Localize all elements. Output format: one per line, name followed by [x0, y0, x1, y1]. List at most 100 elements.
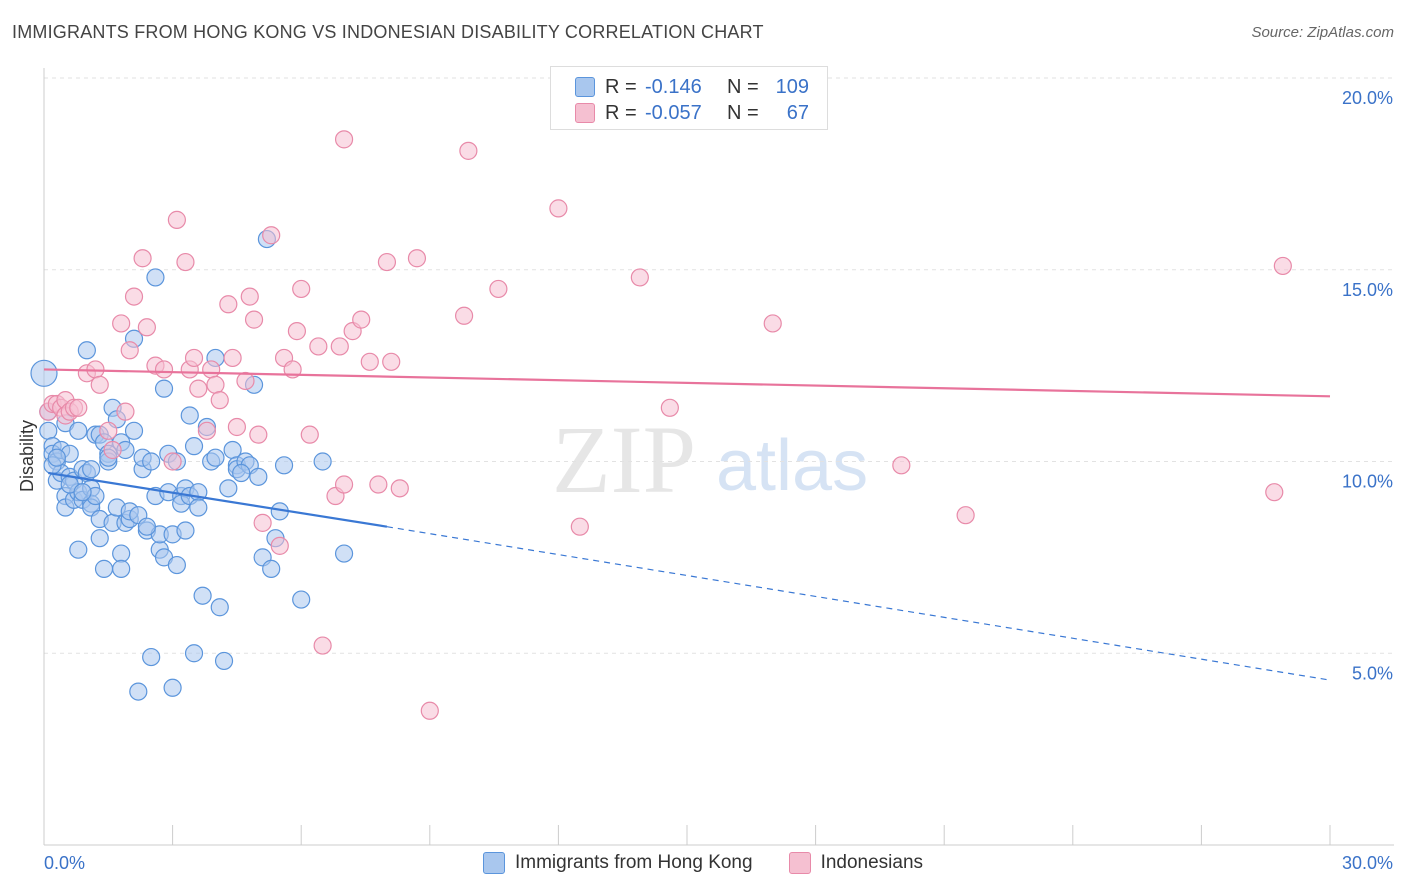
stats-legend: R = -0.146 N = 109 R = -0.057 N = 67	[550, 66, 828, 130]
point-hong-kong	[142, 452, 161, 471]
point-hong-kong	[90, 529, 109, 548]
point-indonesians	[763, 314, 782, 333]
point-indonesians	[167, 210, 186, 229]
point-indonesians	[1265, 483, 1284, 502]
point-indonesians	[69, 398, 88, 417]
point-indonesians	[454, 306, 474, 325]
point-indonesians	[549, 199, 568, 218]
point-indonesians	[210, 391, 229, 410]
point-indonesians	[202, 360, 221, 379]
point-hong-kong	[292, 590, 311, 609]
stats-row-hong-kong: R = -0.146 N = 109	[575, 73, 809, 101]
watermark-atlas: atlas	[716, 426, 868, 506]
point-indonesians	[334, 475, 354, 494]
point-hong-kong	[129, 682, 148, 701]
pink-swatch	[575, 103, 595, 123]
point-indonesians	[99, 421, 118, 440]
point-hong-kong	[206, 448, 225, 467]
point-hong-kong	[112, 544, 131, 563]
legend-label-hong-kong: Immigrants from Hong Kong	[514, 852, 753, 873]
point-indonesians	[249, 425, 268, 444]
point-indonesians	[369, 475, 388, 494]
point-hong-kong	[180, 406, 199, 425]
point-indonesians	[382, 352, 401, 371]
point-indonesians	[184, 348, 204, 368]
point-hong-kong	[47, 448, 66, 467]
point-hong-kong	[137, 517, 156, 536]
point-hong-kong	[112, 559, 131, 578]
point-hong-kong	[73, 483, 92, 502]
point-indonesians	[137, 318, 156, 337]
point-hong-kong	[184, 437, 204, 456]
point-indonesians	[407, 249, 427, 268]
chart-title: IMMIGRANTS FROM HONG KONG VS INDONESIAN …	[12, 22, 764, 42]
watermark: ZIP atlas	[552, 406, 868, 513]
trend-line-indonesians	[43, 368, 1331, 398]
point-indonesians	[292, 279, 311, 299]
blue-swatch	[575, 77, 595, 97]
point-hong-kong	[163, 678, 182, 697]
point-indonesians	[459, 141, 478, 160]
point-indonesians	[570, 517, 589, 536]
point-hong-kong	[193, 586, 212, 605]
point-hong-kong	[274, 456, 294, 475]
point-indonesians	[206, 375, 225, 394]
point-indonesians	[660, 398, 679, 417]
point-hong-kong	[142, 647, 161, 667]
watermark-zip: ZIP	[552, 406, 696, 513]
point-indonesians	[90, 375, 109, 394]
point-hong-kong	[214, 651, 234, 671]
trend-line-hong-kong	[48, 471, 388, 528]
blue-swatch	[482, 852, 505, 874]
legend-label-indonesians: Indonesians	[820, 852, 924, 873]
point-indonesians	[630, 268, 649, 287]
legend-item-hong-kong[interactable]: Immigrants from Hong Kong	[482, 852, 753, 874]
trend-line-hong-kong-dashed	[386, 526, 1331, 681]
point-hong-kong	[167, 555, 186, 575]
point-hong-kong	[82, 460, 101, 479]
point-hong-kong	[154, 379, 174, 398]
r-value: -0.057	[645, 101, 702, 124]
point-indonesians	[227, 417, 246, 437]
n-label: N =	[727, 101, 759, 124]
point-hong-kong	[39, 421, 58, 440]
point-hong-kong	[69, 421, 88, 440]
tick-labels: 5.0% 10.0% 15.0% 20.0% 0.0% 30.0%	[44, 88, 1393, 873]
y-tick-label: 5.0%	[1352, 663, 1393, 683]
point-indonesians	[270, 536, 289, 555]
point-indonesians	[120, 341, 139, 360]
series-legend: Immigrants from Hong Kong Indonesians	[0, 852, 1406, 874]
point-indonesians	[133, 249, 152, 268]
point-indonesians	[124, 287, 144, 306]
pink-swatch	[788, 852, 811, 874]
n-value: 67	[786, 101, 809, 124]
point-hong-kong	[232, 463, 251, 483]
point-indonesians	[240, 287, 259, 306]
point-indonesians	[892, 456, 911, 475]
point-indonesians	[236, 371, 255, 391]
point-indonesians	[313, 636, 332, 655]
point-hong-kong	[77, 341, 96, 360]
point-hong-kong	[249, 467, 268, 486]
legend-item-indonesians[interactable]: Indonesians	[788, 852, 924, 874]
point-hong-kong	[94, 559, 114, 578]
point-indonesians	[262, 226, 281, 245]
point-hong-kong	[146, 268, 165, 287]
point-indonesians	[330, 337, 349, 356]
point-indonesians	[300, 425, 319, 444]
point-indonesians	[956, 506, 975, 525]
point-indonesians	[287, 322, 307, 341]
point-indonesians	[390, 479, 409, 498]
point-hong-kong	[176, 521, 195, 540]
r-value: -0.146	[645, 75, 702, 98]
x-tick-label: 30.0%	[1342, 853, 1393, 873]
y-tick-label: 15.0%	[1342, 280, 1393, 300]
point-hong-kong	[184, 644, 204, 663]
point-hong-kong	[30, 359, 58, 387]
point-indonesians	[197, 421, 216, 440]
trend-lines	[43, 368, 1331, 681]
point-indonesians	[309, 337, 328, 356]
y-tick-label: 10.0%	[1342, 472, 1393, 492]
source-label: Source: ZipAtlas.com	[1251, 24, 1394, 41]
r-label: R =	[605, 75, 637, 98]
